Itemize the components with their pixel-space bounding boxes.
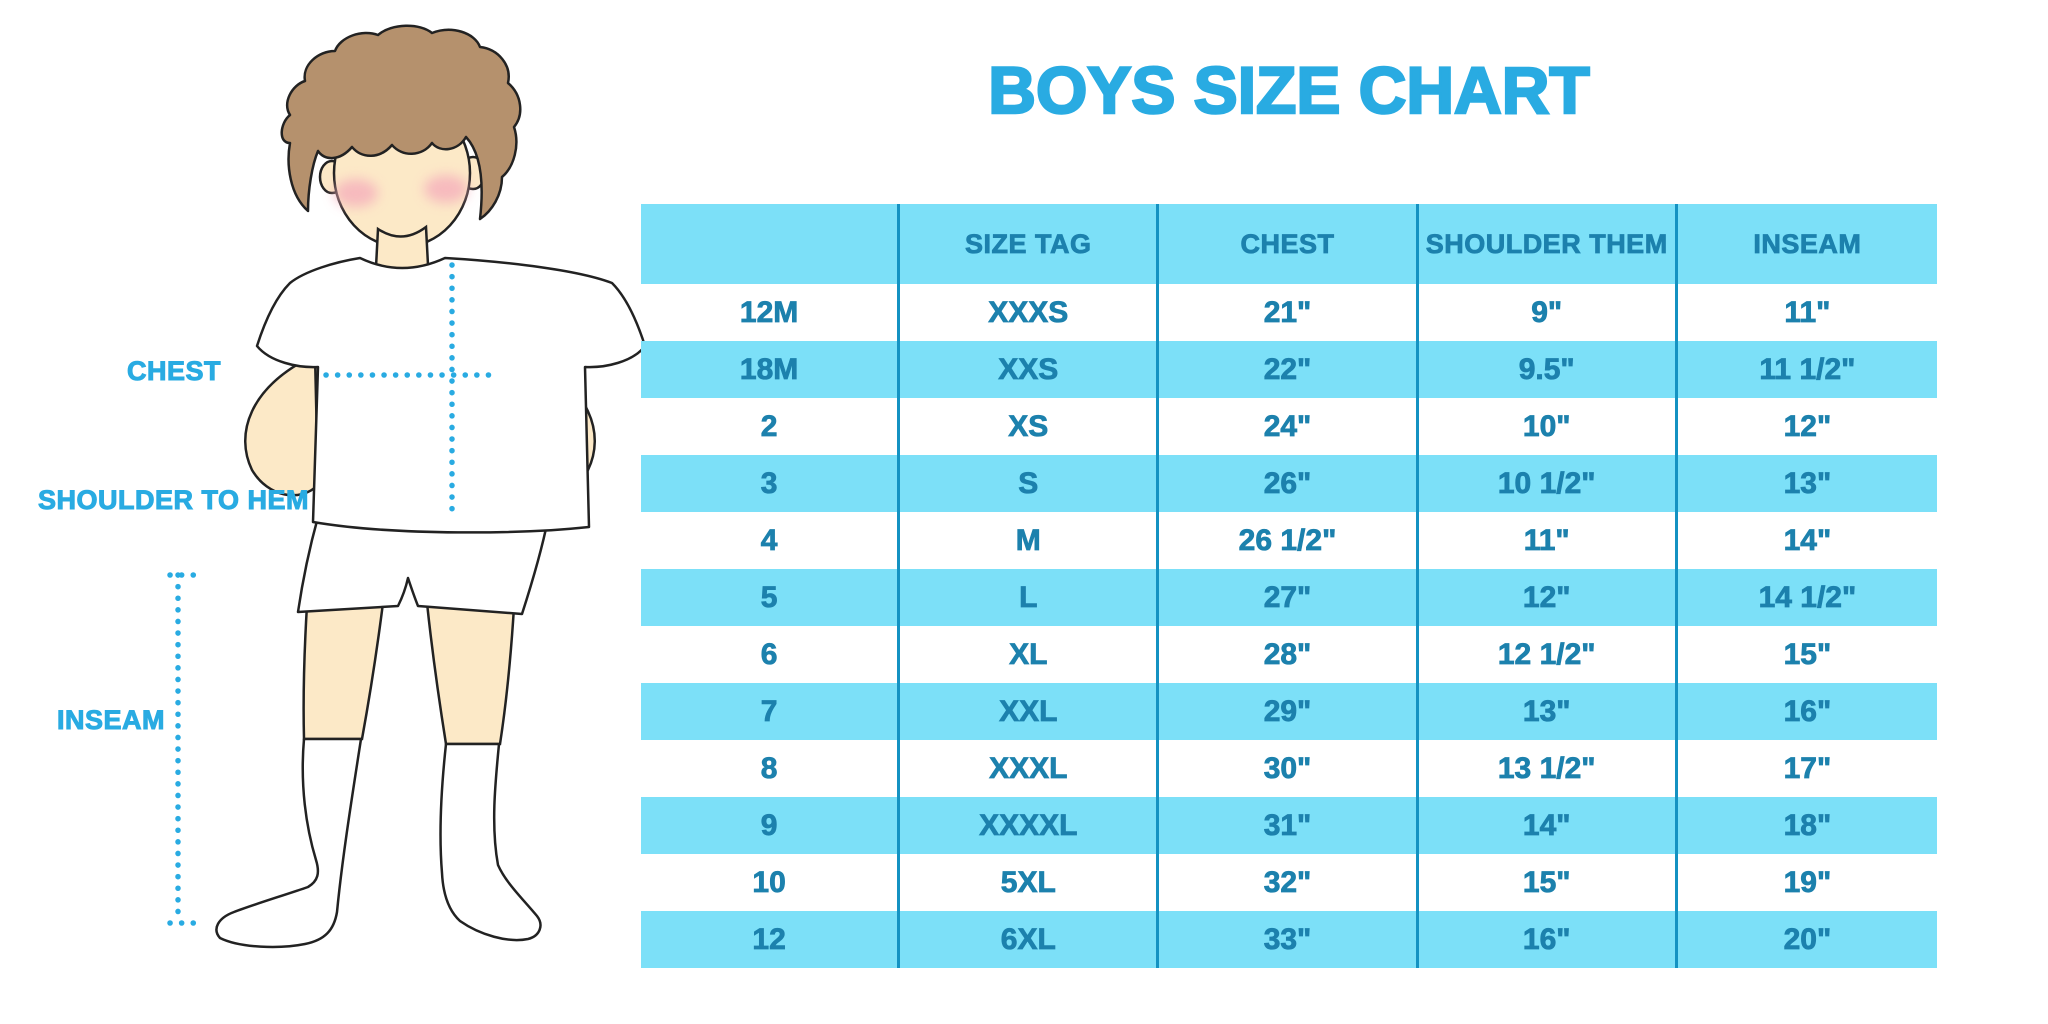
boy-shorts-icon	[296, 515, 550, 616]
cell-size: 6	[641, 626, 901, 683]
cell-size: 2	[641, 398, 901, 455]
header-cell-size	[641, 204, 901, 284]
header-cell-inseam: INSEAM	[1753, 228, 1862, 259]
cell-size-tag: M	[900, 512, 1160, 569]
boy-legs-icon	[302, 601, 516, 746]
cell-size-tag: XXXXL	[900, 797, 1160, 854]
boy-hair-icon	[280, 24, 522, 221]
boy-measurement-illustration	[167, 24, 647, 949]
cell-chest: 21"	[1159, 284, 1419, 341]
boy-socks-icon	[215, 737, 542, 949]
cell-shoulder: 9"	[1419, 284, 1678, 341]
cell-size: 7	[641, 683, 901, 740]
size-table: SIZE TAG CHEST SHOULDER THEM INSEAM 12M …	[641, 204, 1937, 968]
table-row: 4 M 26 1/2" 11" 14"	[641, 512, 1937, 569]
cell-inseam: 14"	[1783, 523, 1832, 557]
cell-inseam: 11"	[1784, 295, 1831, 329]
cell-chest: 33"	[1159, 911, 1419, 968]
cell-chest: 32"	[1159, 854, 1419, 911]
table-row: 18M XXS 22" 9.5" 11 1/2"	[641, 341, 1937, 398]
cell-inseam: 12"	[1783, 409, 1832, 443]
cell-chest: 26 1/2"	[1159, 512, 1419, 569]
cell-inseam: 15"	[1783, 637, 1832, 671]
cell-size: 18M	[641, 341, 901, 398]
cell-shoulder: 13"	[1419, 683, 1678, 740]
cell-size-tag: XXS	[900, 341, 1160, 398]
header-cell-chest: CHEST	[1159, 204, 1419, 284]
table-row: 12 6XL 33" 16" 20"	[641, 911, 1937, 968]
cell-size: 4	[641, 512, 901, 569]
table-row: 2 XS 24" 10" 12"	[641, 398, 1937, 455]
cell-size-tag: XL	[900, 626, 1160, 683]
cell-chest: 24"	[1159, 398, 1419, 455]
cell-chest: 28"	[1159, 626, 1419, 683]
cell-shoulder: 11"	[1419, 512, 1678, 569]
cell-size: 5	[641, 569, 901, 626]
cell-size-tag: XXXS	[900, 284, 1160, 341]
cell-chest: 27"	[1159, 569, 1419, 626]
table-row: 7 XXL 29" 13" 16"	[641, 683, 1937, 740]
inseam-label: INSEAM	[56, 705, 166, 736]
cell-size: 9	[641, 797, 901, 854]
cell-shoulder: 14"	[1419, 797, 1678, 854]
shoulder-to-hem-label: SHOULDER TO HEM	[37, 485, 310, 516]
cell-inseam: 19"	[1783, 865, 1832, 899]
cell-shoulder: 10 1/2"	[1419, 455, 1678, 512]
cell-inseam: 17"	[1783, 751, 1832, 785]
cell-shoulder: 9.5"	[1419, 341, 1678, 398]
header-cell-size-tag: SIZE TAG	[900, 204, 1160, 284]
cell-chest: 26"	[1159, 455, 1419, 512]
cell-size-tag: XXL	[900, 683, 1160, 740]
cell-inseam: 16"	[1783, 694, 1832, 728]
table-header-row: SIZE TAG CHEST SHOULDER THEM INSEAM	[641, 204, 1937, 284]
cell-chest: 30"	[1159, 740, 1419, 797]
cell-chest: 31"	[1159, 797, 1419, 854]
cell-size: 10	[641, 854, 901, 911]
cell-shoulder: 15"	[1419, 854, 1678, 911]
table-row: 5 L 27" 12" 14 1/2"	[641, 569, 1937, 626]
table-row: 12M XXXS 21" 9" 11"	[641, 284, 1937, 341]
cell-size-tag: S	[900, 455, 1160, 512]
cell-shoulder: 10"	[1419, 398, 1678, 455]
cell-size: 12	[641, 911, 901, 968]
cell-size-tag: XS	[900, 398, 1160, 455]
chest-label: CHEST	[126, 356, 222, 387]
cell-size: 8	[641, 740, 901, 797]
cell-size: 12M	[641, 284, 901, 341]
cell-chest: 29"	[1159, 683, 1419, 740]
cell-inseam: 13"	[1783, 466, 1832, 500]
cell-inseam: 20"	[1783, 922, 1832, 956]
page-title: BOYS SIZE CHART	[987, 52, 1591, 129]
cell-shoulder: 13 1/2"	[1419, 740, 1678, 797]
table-row: 8 XXXL 30" 13 1/2" 17"	[641, 740, 1937, 797]
cell-shoulder: 16"	[1419, 911, 1678, 968]
cell-shoulder: 12"	[1419, 569, 1678, 626]
cell-inseam: 14 1/2"	[1758, 580, 1857, 614]
table-row: 9 XXXXL 31" 14" 18"	[641, 797, 1937, 854]
cell-inseam: 11 1/2"	[1759, 352, 1856, 386]
cell-size: 3	[641, 455, 901, 512]
cell-shoulder: 12 1/2"	[1419, 626, 1678, 683]
cell-chest: 22"	[1159, 341, 1419, 398]
cell-size-tag: 6XL	[900, 911, 1160, 968]
table-row: 3 S 26" 10 1/2" 13"	[641, 455, 1937, 512]
table-row: 10 5XL 32" 15" 19"	[641, 854, 1937, 911]
header-cell-shoulder: SHOULDER THEM	[1419, 204, 1678, 284]
table-row: 6 XL 28" 12 1/2" 15"	[641, 626, 1937, 683]
cell-inseam: 18"	[1783, 808, 1832, 842]
cell-size-tag: 5XL	[900, 854, 1160, 911]
cell-size-tag: XXXL	[900, 740, 1160, 797]
cell-size-tag: L	[900, 569, 1160, 626]
